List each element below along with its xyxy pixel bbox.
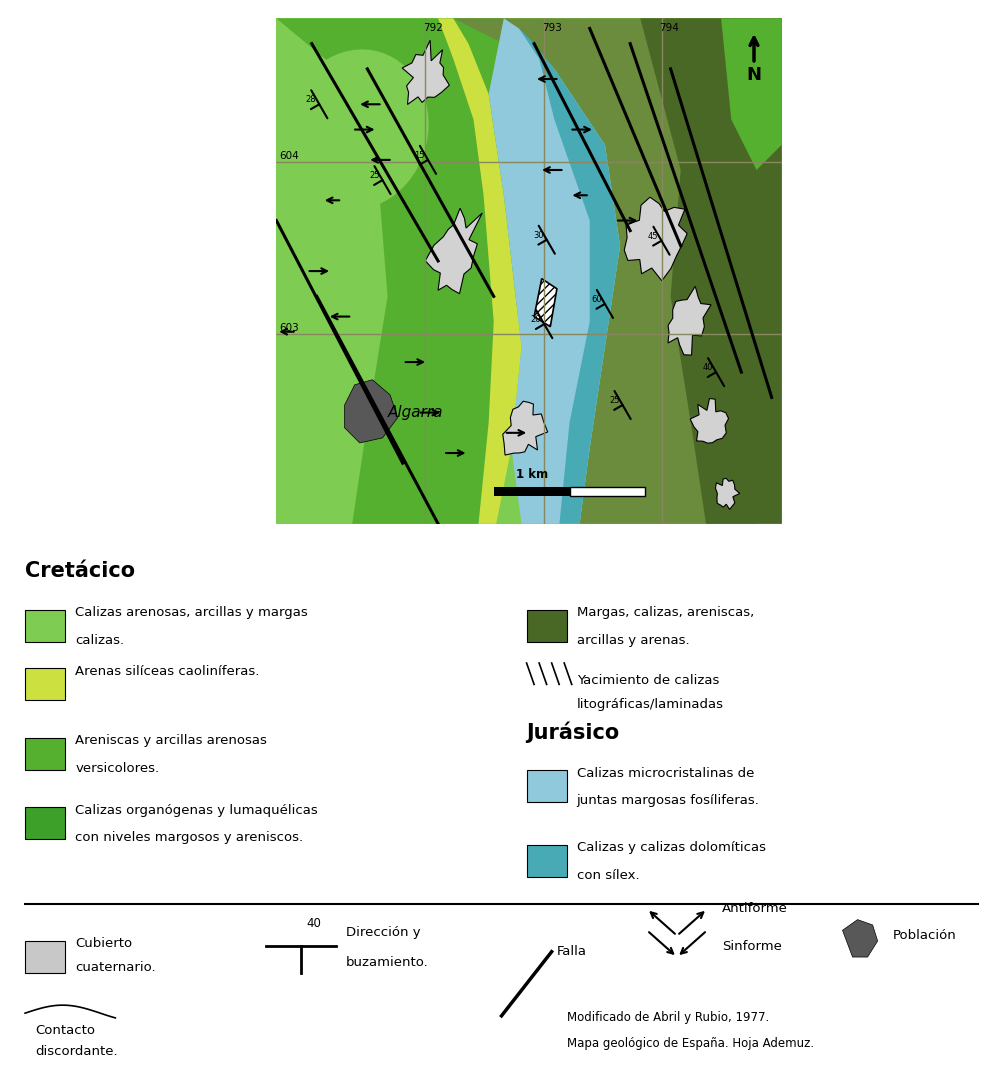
Text: 603: 603 (279, 323, 299, 333)
Polygon shape (534, 279, 556, 326)
Polygon shape (689, 399, 727, 443)
Text: Sinforme: Sinforme (721, 940, 782, 953)
Polygon shape (425, 208, 482, 294)
Text: Falla: Falla (556, 945, 586, 958)
Text: Calizas organógenas y lumaquélicas: Calizas organógenas y lumaquélicas (75, 804, 318, 816)
Text: 60: 60 (591, 295, 601, 303)
Text: Yacimiento de calizas: Yacimiento de calizas (576, 674, 718, 687)
Polygon shape (286, 50, 428, 210)
Text: 40: 40 (306, 917, 321, 930)
Polygon shape (667, 286, 710, 355)
Bar (25, 808, 65, 839)
Polygon shape (488, 18, 619, 524)
Text: Calizas arenosas, arcillas y margas: Calizas arenosas, arcillas y margas (75, 606, 308, 619)
Text: Mapa geológico de España. Hoja Ademuz.: Mapa geológico de España. Hoja Ademuz. (566, 1037, 813, 1050)
Polygon shape (502, 402, 547, 455)
Polygon shape (518, 28, 619, 524)
Text: litográficas/laminadas: litográficas/laminadas (576, 698, 723, 711)
Polygon shape (842, 920, 877, 957)
Polygon shape (453, 18, 756, 524)
Text: 25: 25 (369, 171, 379, 180)
Text: Margas, calizas, areniscas,: Margas, calizas, areniscas, (576, 606, 754, 619)
Bar (25, 941, 65, 973)
Text: 15: 15 (414, 151, 425, 160)
Text: 792: 792 (423, 24, 442, 33)
Bar (25, 609, 65, 642)
Polygon shape (438, 18, 521, 524)
Text: 20: 20 (530, 315, 541, 324)
Text: versicolores.: versicolores. (75, 761, 159, 775)
Text: Cubierto: Cubierto (75, 937, 132, 950)
Text: 45: 45 (647, 232, 658, 241)
Text: 40: 40 (701, 363, 712, 373)
Polygon shape (720, 18, 781, 170)
Text: Población: Población (892, 929, 956, 942)
Text: Areniscas y arcillas arenosas: Areniscas y arcillas arenosas (75, 734, 267, 747)
Text: 604: 604 (279, 151, 299, 161)
Text: Modificado de Abril y Rubio, 1977.: Modificado de Abril y Rubio, 1977. (566, 1011, 769, 1024)
Text: 25: 25 (608, 396, 619, 405)
Text: juntas margosas fosíliferas.: juntas margosas fosíliferas. (576, 794, 759, 807)
Polygon shape (345, 380, 397, 443)
Text: Cretácico: Cretácico (25, 562, 135, 581)
Polygon shape (623, 198, 686, 281)
Text: 1 km: 1 km (515, 468, 547, 481)
Text: 794: 794 (659, 24, 678, 33)
Text: Algarra: Algarra (387, 405, 443, 420)
Text: Contacto: Contacto (35, 1024, 95, 1037)
Text: 30: 30 (533, 231, 543, 240)
Polygon shape (714, 478, 739, 510)
Text: cuaternario.: cuaternario. (75, 961, 155, 974)
Text: Antiforme: Antiforme (721, 903, 788, 916)
Polygon shape (277, 18, 539, 524)
Text: Calizas y calizas dolomíticas: Calizas y calizas dolomíticas (576, 841, 765, 854)
Bar (526, 845, 566, 877)
Text: con sílex.: con sílex. (576, 868, 638, 882)
Text: arcillas y arenas.: arcillas y arenas. (576, 634, 688, 647)
Bar (25, 669, 65, 701)
Bar (25, 738, 65, 770)
Text: 793: 793 (541, 24, 561, 33)
Text: Dirección y: Dirección y (346, 927, 420, 940)
Polygon shape (639, 18, 781, 524)
Polygon shape (402, 40, 449, 105)
Bar (526, 770, 566, 802)
Text: con niveles margosos y areniscos.: con niveles margosos y areniscos. (75, 832, 303, 845)
Text: Jurásico: Jurásico (526, 721, 619, 743)
Text: discordante.: discordante. (35, 1045, 117, 1058)
Text: 28: 28 (306, 95, 316, 104)
Text: calizas.: calizas. (75, 634, 124, 647)
Text: buzamiento.: buzamiento. (346, 956, 429, 969)
Bar (526, 609, 566, 642)
Text: Arenas silíceas caoliníferas.: Arenas silíceas caoliníferas. (75, 665, 260, 678)
Bar (569, 487, 644, 496)
Text: N: N (745, 66, 761, 84)
Text: Calizas microcristalinas de: Calizas microcristalinas de (576, 767, 754, 780)
Bar (493, 487, 569, 496)
